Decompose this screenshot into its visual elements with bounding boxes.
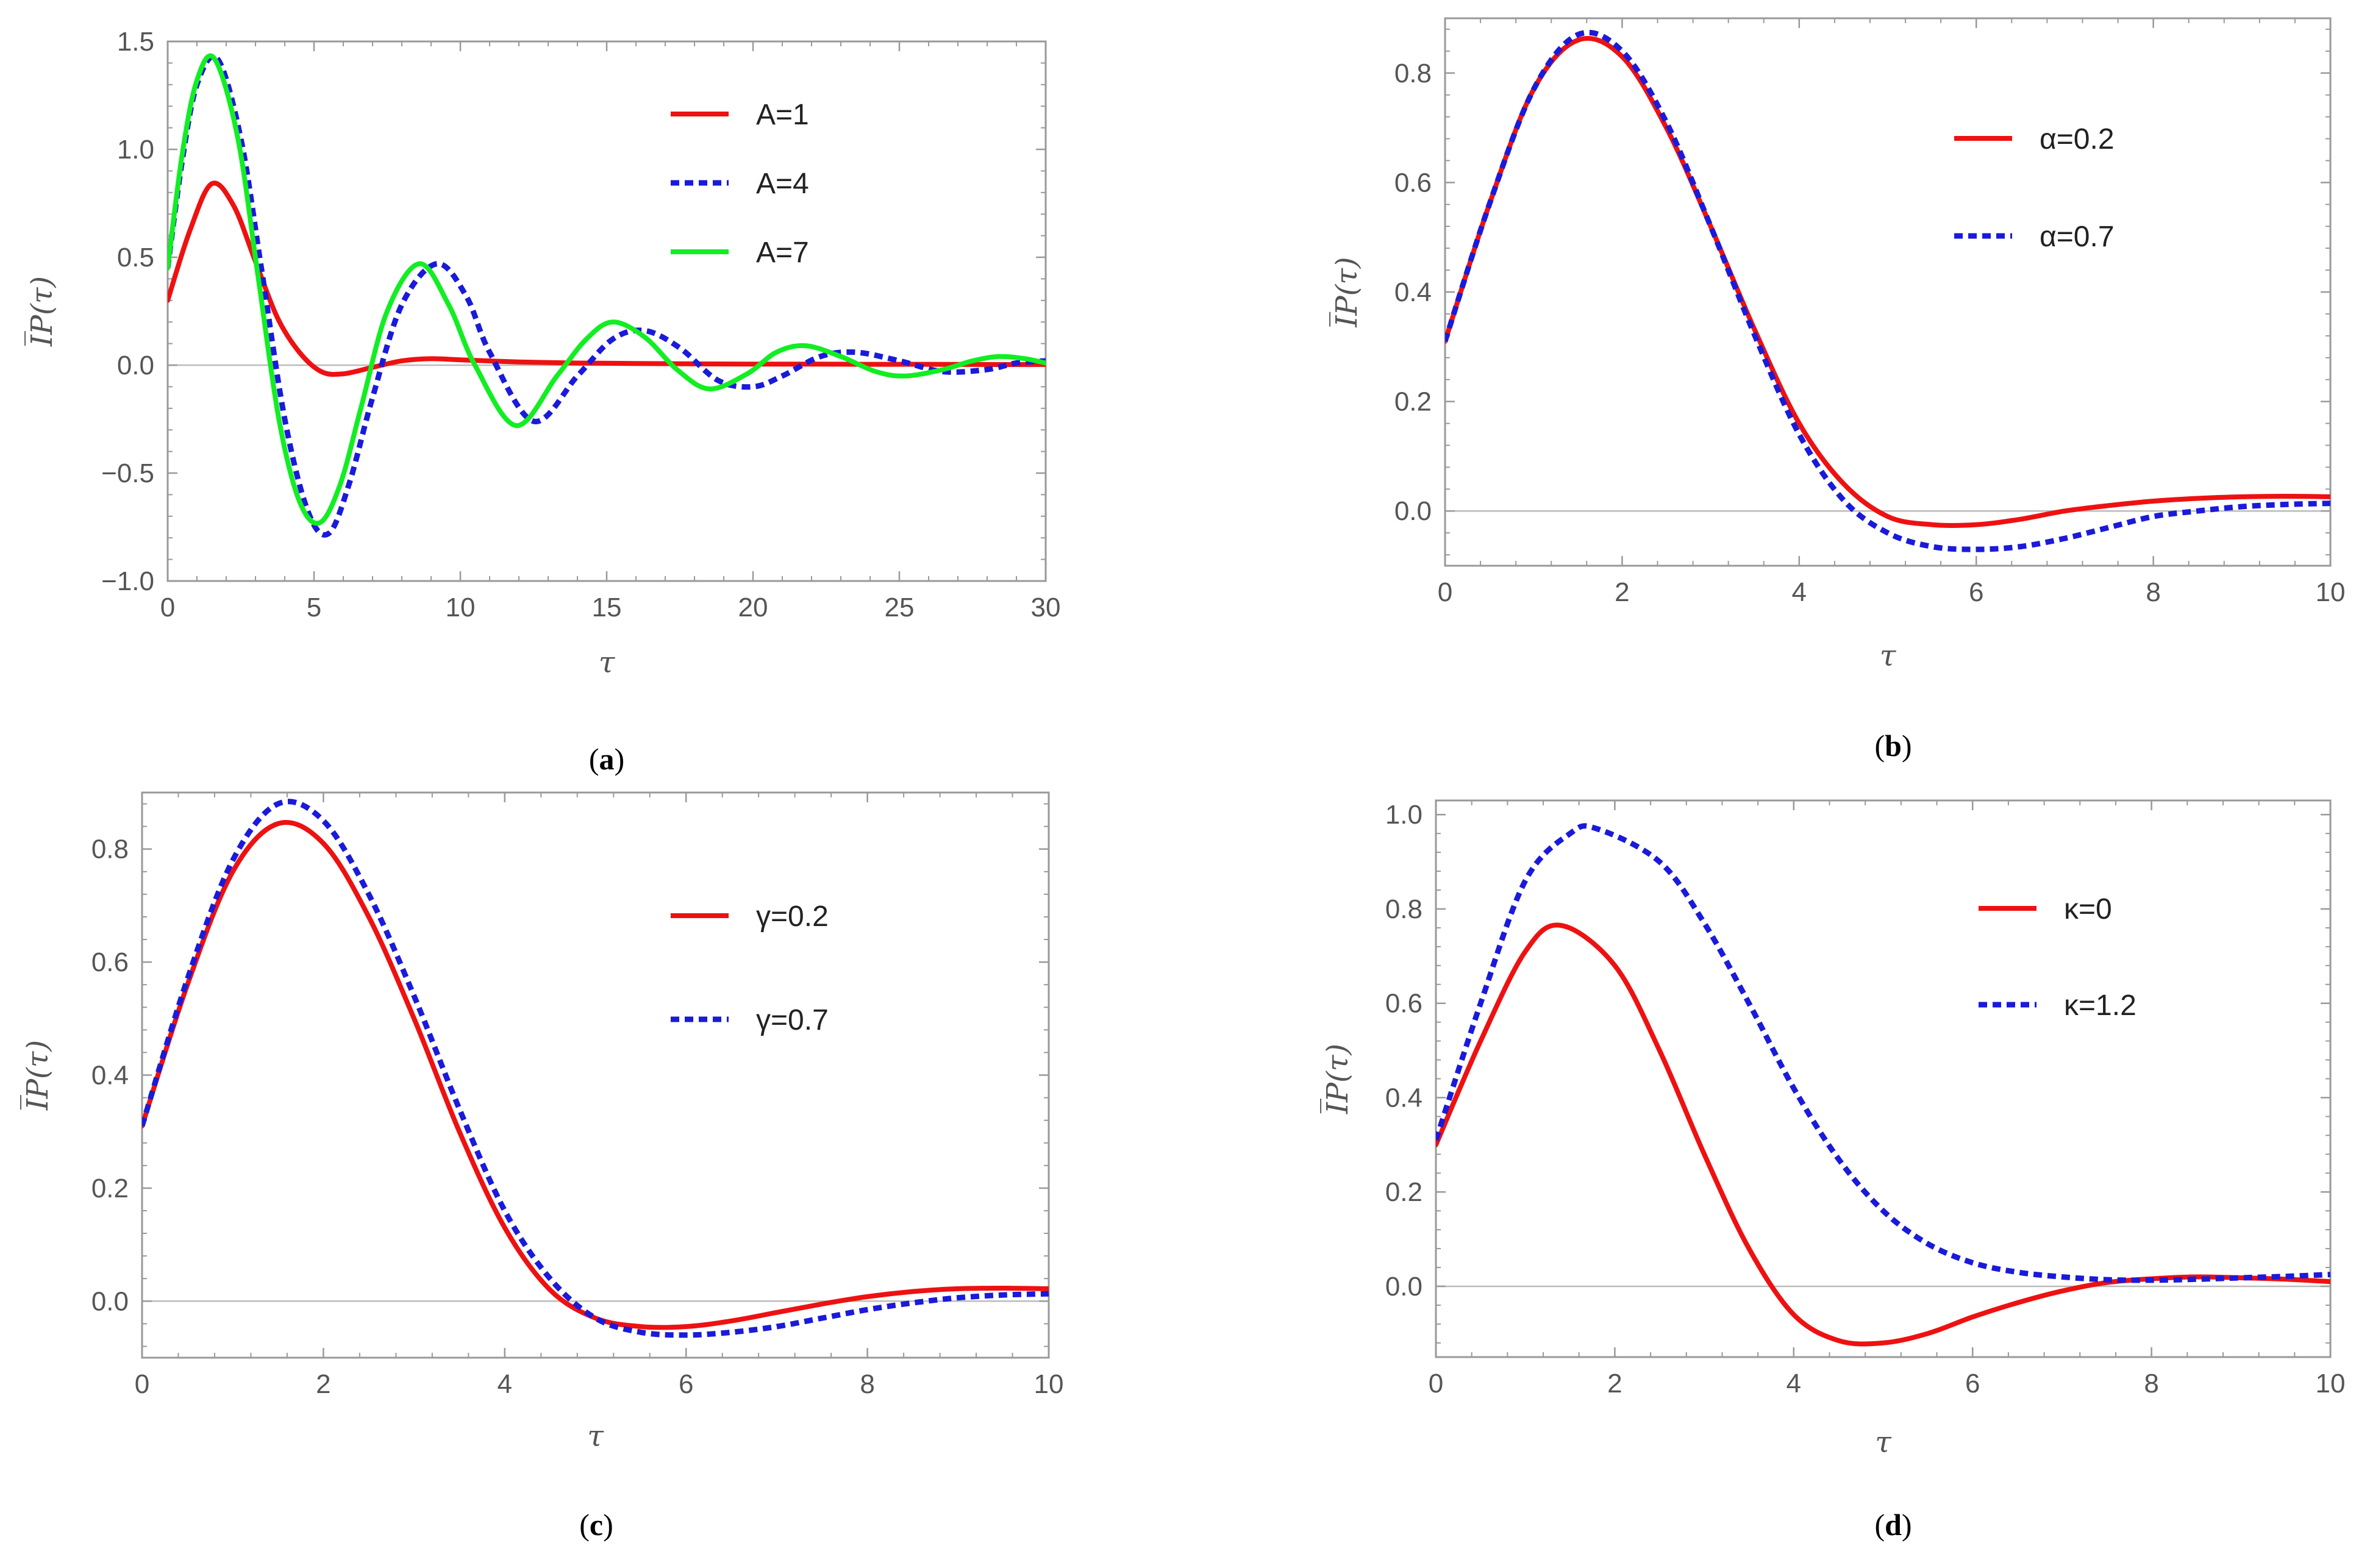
x-tick-label: 10 (2316, 577, 2346, 607)
x-axis-label: τ (587, 1419, 604, 1453)
series-line-a-2 (168, 53, 1046, 526)
x-tick-label: 2 (316, 1369, 330, 1399)
x-tick-label: 4 (1787, 1369, 1801, 1399)
x-tick-label: 6 (1969, 577, 1983, 607)
y-tick-label: 0.2 (1394, 387, 1432, 417)
y-tick-label: 0.4 (1385, 1083, 1423, 1113)
y-tick-label: 1.0 (117, 135, 154, 165)
series-line-d-0 (1436, 922, 2330, 1347)
x-tick-label: 0 (1438, 577, 1452, 607)
x-tick-label: 4 (1792, 577, 1807, 607)
plot-frame (141, 791, 1050, 1359)
x-tick-label: 5 (307, 593, 321, 622)
legend-label-d-0: κ=0 (2064, 893, 2112, 925)
x-tick-label: 15 (592, 593, 622, 622)
y-tick-label: 0.4 (1394, 277, 1432, 307)
legend-label-c-0: γ=0.2 (756, 900, 829, 933)
x-tick-label: 25 (885, 593, 915, 622)
series-line-c-1 (142, 799, 1049, 1338)
x-tick-label: 10 (446, 593, 476, 622)
legend-label-b-0: α=0.2 (2040, 123, 2115, 155)
x-tick-label: 6 (679, 1369, 693, 1399)
x-axis-label: τ (599, 646, 616, 680)
x-tick-label: 6 (1965, 1369, 1980, 1399)
y-tick-label: 1.0 (1385, 800, 1423, 830)
panel-b: 0 2 4 6 8 10 0.0 0.2 0.4 0.6 0.8 τ I̅P(τ) α=0.2 α=0.7 (… (1329, 17, 2346, 763)
x-tick-label: 10 (2316, 1369, 2346, 1399)
panel-caption-d: (d) (1874, 1508, 1912, 1542)
x-tick-label: 2 (1607, 1369, 1622, 1399)
panel-a: 0 5 10 15 20 25 30 −1.0 −0.5 0.0 0.5 1.0 1.5 τ I̅P(τ) A… (24, 27, 1060, 776)
y-tick-label: 0.4 (91, 1061, 129, 1091)
series-line-b-0 (1445, 35, 2330, 529)
legend-label-b-1: α=0.7 (2040, 221, 2115, 253)
panel-caption-b: (b) (1874, 729, 1912, 763)
panel-caption-a: (a) (589, 742, 624, 776)
y-axis-label: I̅P(τ) (1329, 257, 1364, 327)
x-tick-label: 20 (738, 593, 768, 622)
y-tick-label: 1.5 (117, 27, 154, 57)
y-tick-label: 0.0 (1385, 1272, 1423, 1302)
x-tick-label: 4 (498, 1369, 512, 1399)
y-axis-label: I̅P(τ) (24, 276, 59, 347)
x-tick-label: 10 (1034, 1369, 1064, 1399)
series-line-a-0 (168, 180, 1046, 377)
y-tick-label: −0.5 (101, 458, 154, 488)
y-tick-label: 0.2 (91, 1174, 129, 1203)
x-axis-label: τ (1880, 639, 1897, 673)
x-tick-label: 2 (1615, 577, 1629, 607)
x-tick-label: 0 (1429, 1369, 1443, 1399)
series-line-a-1 (168, 54, 1046, 538)
y-tick-label: 0.8 (1385, 894, 1423, 924)
y-tick-label: 0.6 (1385, 989, 1423, 1019)
legend-label-a-1: A=4 (756, 168, 809, 200)
x-axis-label: τ (1875, 1425, 1892, 1459)
y-tick-label: 0.2 (1385, 1177, 1423, 1207)
caption-letter: a (599, 742, 615, 776)
x-tick-label: 8 (2144, 1369, 2158, 1399)
y-tick-label: 0.0 (1394, 496, 1432, 526)
x-tick-label: 0 (135, 1369, 149, 1399)
series-line-c-0 (142, 819, 1049, 1330)
y-tick-label: 0.6 (91, 947, 129, 977)
panel-c: 0 2 4 6 8 10 0.0 0.2 0.4 0.6 0.8 τ I̅P(τ) γ=0.2 γ=0.7 (… (20, 791, 1064, 1542)
legend-label-d-1: κ=1.2 (2064, 989, 2136, 1022)
panel-caption-c: (c) (579, 1508, 613, 1542)
y-tick-label: −1.0 (101, 566, 154, 596)
legend-label-a-0: A=1 (756, 99, 809, 131)
legend-label-a-2: A=7 (756, 237, 809, 269)
y-tick-label: 0.8 (91, 835, 129, 864)
plot-frame (1435, 799, 2332, 1358)
panel-d: 0 2 4 6 8 10 0.0 0.2 0.4 0.6 0.8 1.0 τ I̅P(τ) κ=0 κ=1.2… (1319, 799, 2346, 1542)
legend-label-c-1: γ=0.7 (756, 1004, 829, 1036)
caption-letter: c (590, 1508, 603, 1542)
y-tick-label: 0.0 (91, 1286, 129, 1316)
series-line-b-1 (1445, 29, 2330, 552)
x-tick-label: 8 (860, 1369, 874, 1399)
y-axis-label: I̅P(τ) (20, 1040, 55, 1111)
x-tick-label: 0 (160, 593, 175, 622)
y-tick-label: 0.6 (1394, 168, 1432, 198)
y-axis-label: I̅P(τ) (1319, 1044, 1355, 1114)
series-line-d-1 (1436, 823, 2330, 1283)
plot-frame (1444, 17, 2332, 567)
y-tick-label: 0.8 (1394, 59, 1432, 88)
y-tick-label: 0.0 (117, 351, 154, 380)
caption-letter: d (1885, 1508, 1902, 1542)
x-tick-label: 8 (2146, 577, 2160, 607)
x-tick-label: 30 (1031, 593, 1061, 622)
caption-letter: b (1885, 729, 1902, 763)
y-tick-label: 0.5 (117, 243, 154, 273)
